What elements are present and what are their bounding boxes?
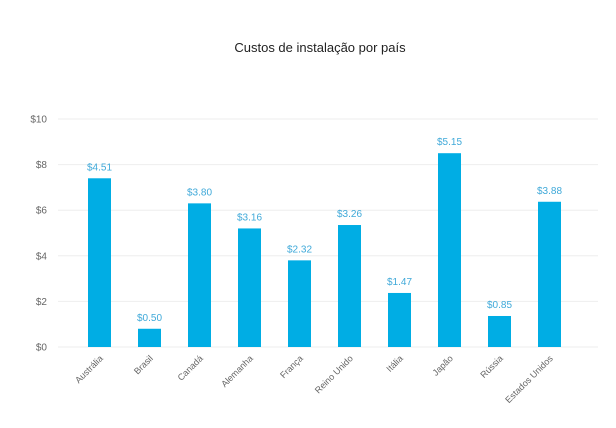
data-label: $0.85 [487,300,512,311]
x-tick-label: Canadá [176,353,205,382]
bar [188,203,211,347]
data-labels: $4.51 $0.50 $3.80 $3.16 $2.32 $3.26 $1.47 $5.15… [87,137,562,324]
data-label: $3.16 [237,212,262,223]
x-tick-label: Itália [384,353,405,374]
bar [138,328,161,347]
x-axis-ticks: Austrália Brasil Canadá Alemanha França Reino… [73,353,555,405]
y-tick-label: $10 [30,115,47,126]
y-axis-ticks: $0 $2 $4 $6 $8 $10 [30,115,47,354]
x-tick-label: Reino Unido [313,353,355,395]
bar [488,315,511,347]
data-label: $4.51 [87,162,112,173]
data-label: $1.47 [387,277,412,288]
bars [88,153,561,347]
bar [538,201,561,347]
x-tick-label: Rússia [478,353,505,380]
data-label: $3.80 [187,187,212,198]
x-tick-label: Alemanha [219,353,255,389]
data-label: $2.32 [287,244,312,255]
bar [238,228,261,347]
data-label: $3.88 [537,186,562,197]
chart-title: Custos de instalação por país [234,40,406,55]
data-label: $5.15 [437,137,462,148]
bar [388,292,411,347]
bar [288,260,311,347]
x-tick-label: Austrália [73,353,105,385]
bar [88,178,111,347]
data-label: $0.50 [137,313,162,324]
y-tick-label: $6 [36,206,48,217]
y-tick-label: $0 [36,343,48,354]
x-tick-label: Japão [430,353,454,377]
x-tick-label: França [278,353,305,380]
x-tick-label: Estados Unidos [503,353,555,405]
x-tick-label: Brasil [132,353,155,376]
y-tick-label: $4 [36,251,48,262]
y-tick-label: $8 [36,160,48,171]
y-tick-label: $2 [36,297,48,308]
bar [438,153,461,347]
bar [338,225,361,347]
data-label: $3.26 [337,209,362,220]
